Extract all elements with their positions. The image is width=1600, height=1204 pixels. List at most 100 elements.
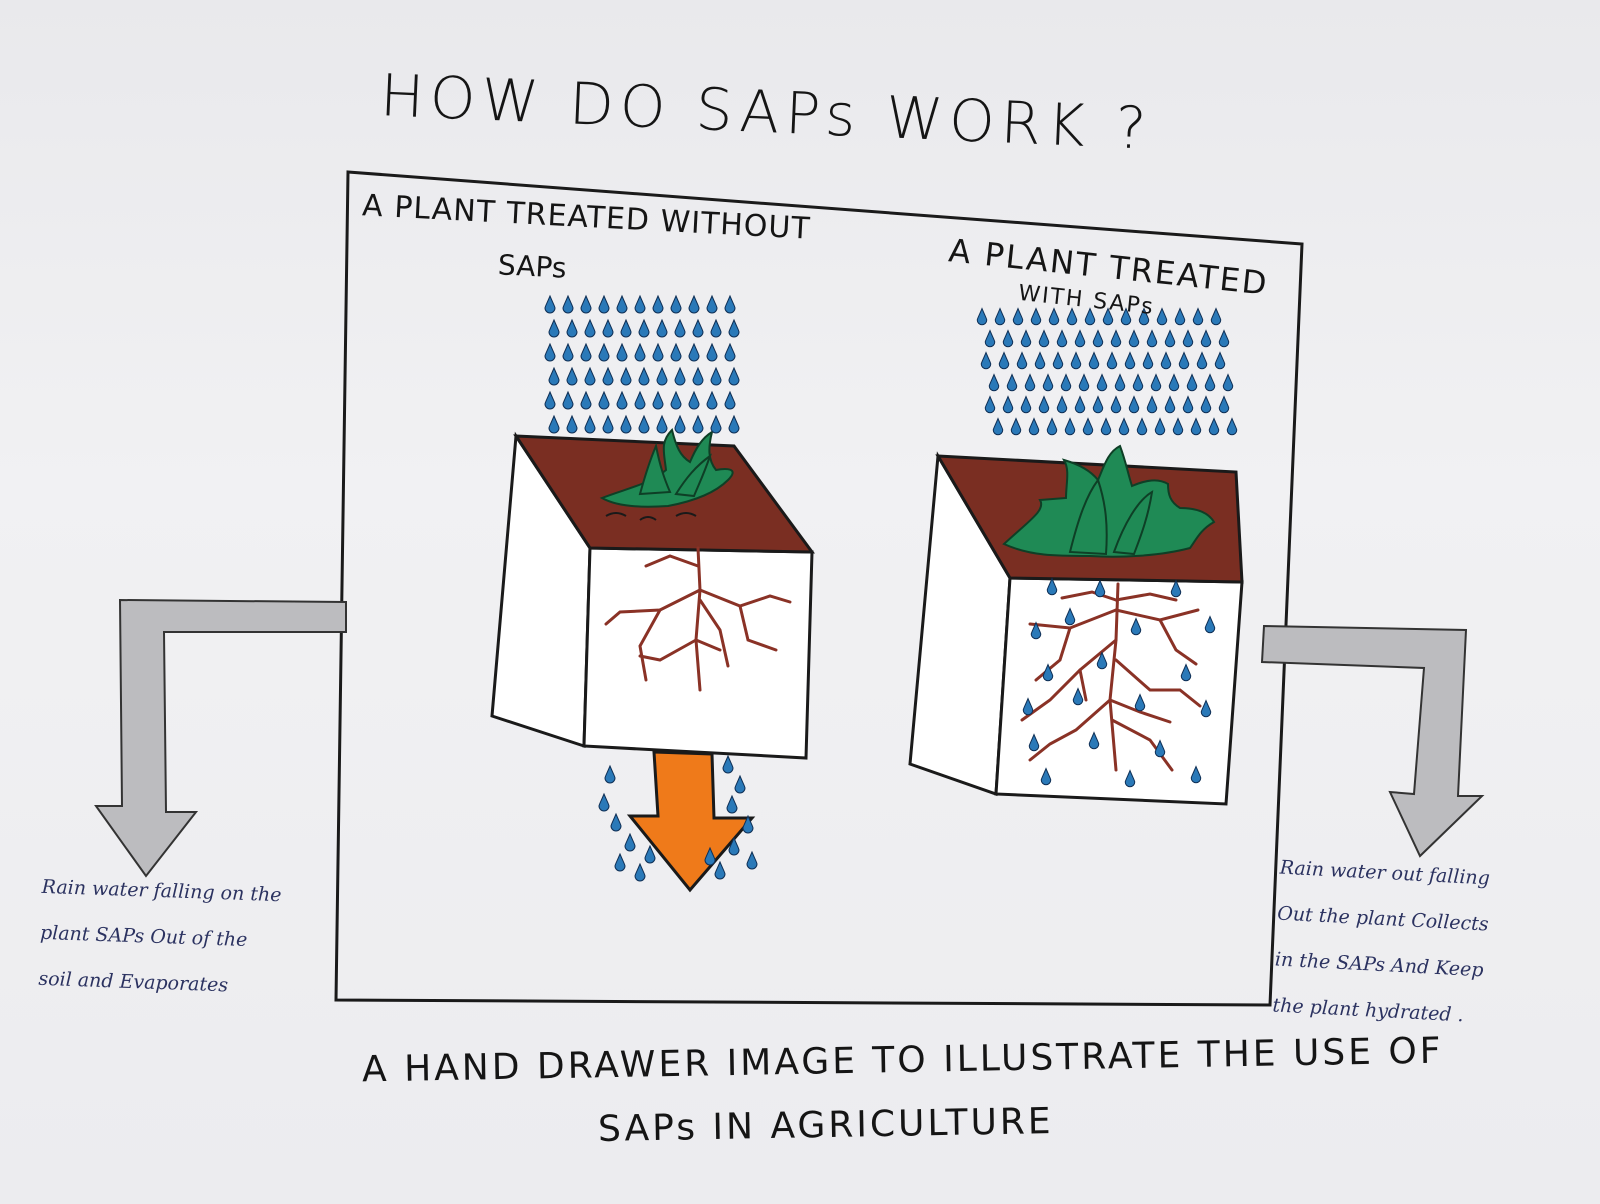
water-drop (1154, 739, 1166, 758)
water-drop (1020, 329, 1032, 348)
water-drop (1182, 329, 1194, 348)
water-drop (688, 294, 700, 314)
water-drop (1096, 651, 1108, 670)
water-drop (714, 860, 726, 880)
water-drop (620, 414, 632, 434)
water-drop (1060, 373, 1072, 392)
water-drop (1178, 351, 1190, 370)
water-drop (1110, 329, 1122, 348)
water-drop (1110, 395, 1122, 414)
water-drop (726, 794, 738, 814)
water-drop (722, 754, 734, 774)
water-drop (1102, 307, 1114, 326)
water-drop (616, 342, 628, 362)
water-drop (1020, 395, 1032, 414)
water-drop (1094, 579, 1106, 598)
water-drop (724, 342, 736, 362)
water-drop (544, 342, 556, 362)
water-drop (1046, 417, 1058, 436)
water-drop (566, 318, 578, 338)
water-drop (1038, 395, 1050, 414)
water-drop (1160, 351, 1172, 370)
water-drop (602, 318, 614, 338)
water-drop (1124, 351, 1136, 370)
water-drop (692, 318, 704, 338)
water-drop (1172, 417, 1184, 436)
water-drop (1192, 307, 1204, 326)
water-drop (1038, 329, 1050, 348)
water-drop (1214, 351, 1226, 370)
water-drop (988, 373, 1000, 392)
water-drop (562, 342, 574, 362)
water-drop (1164, 395, 1176, 414)
water-drop (1056, 395, 1068, 414)
water-drops (544, 294, 1238, 882)
left-plant (599, 428, 734, 508)
water-drop (610, 812, 622, 832)
water-drop (1024, 373, 1036, 392)
water-drop (584, 318, 596, 338)
water-drop (548, 366, 560, 386)
water-drop (598, 390, 610, 410)
water-drop (1180, 663, 1192, 682)
orange-down-arrow (626, 750, 756, 893)
water-drop (1070, 351, 1082, 370)
water-drop (674, 366, 686, 386)
water-drop (656, 366, 668, 386)
water-drop (656, 318, 668, 338)
water-drop (1196, 351, 1208, 370)
water-drop (688, 390, 700, 410)
water-drop (1092, 329, 1104, 348)
water-drop (674, 318, 686, 338)
water-drop (1064, 607, 1076, 626)
water-drop (562, 294, 574, 314)
water-drop (1052, 351, 1064, 370)
water-drop (1066, 307, 1078, 326)
water-drop (616, 390, 628, 410)
water-drop (1082, 417, 1094, 436)
water-drop (1030, 307, 1042, 326)
water-drop (580, 342, 592, 362)
water-drop (1096, 373, 1108, 392)
water-drop (1146, 395, 1158, 414)
caption-line-2: SAPs IN AGRICULTURE (597, 1101, 1054, 1150)
water-drop (620, 318, 632, 338)
water-drop (652, 342, 664, 362)
water-drop (704, 846, 716, 866)
water-drop (710, 366, 722, 386)
water-drop (1002, 395, 1014, 414)
water-drop (984, 329, 996, 348)
right-soil-box (908, 444, 1244, 806)
water-drop (746, 850, 758, 870)
water-drop (652, 294, 664, 314)
water-drop (544, 390, 556, 410)
water-drop (1204, 373, 1216, 392)
water-drop (548, 414, 560, 434)
left-note-line: Rain water falling on the (41, 875, 282, 907)
water-drop (1168, 373, 1180, 392)
water-drop (1118, 417, 1130, 436)
water-drop (1182, 395, 1194, 414)
water-drop (580, 294, 592, 314)
water-drop (992, 417, 1004, 436)
water-drop (1164, 329, 1176, 348)
water-drop (1048, 307, 1060, 326)
main-frame (334, 170, 1304, 1007)
water-drop (1190, 765, 1202, 784)
water-drop (624, 832, 636, 852)
water-drop (1064, 417, 1076, 436)
water-drop (710, 318, 722, 338)
water-drop (1072, 687, 1084, 706)
water-drop (1208, 417, 1220, 436)
water-drop (1028, 733, 1040, 752)
water-drop (1204, 615, 1216, 634)
water-drop (1210, 307, 1222, 326)
water-drop (1016, 351, 1028, 370)
water-drop (728, 414, 740, 434)
water-drop (1046, 577, 1058, 596)
water-drop (1100, 417, 1112, 436)
water-drop (1120, 307, 1132, 326)
water-drop (1022, 697, 1034, 716)
water-drop (1138, 307, 1150, 326)
